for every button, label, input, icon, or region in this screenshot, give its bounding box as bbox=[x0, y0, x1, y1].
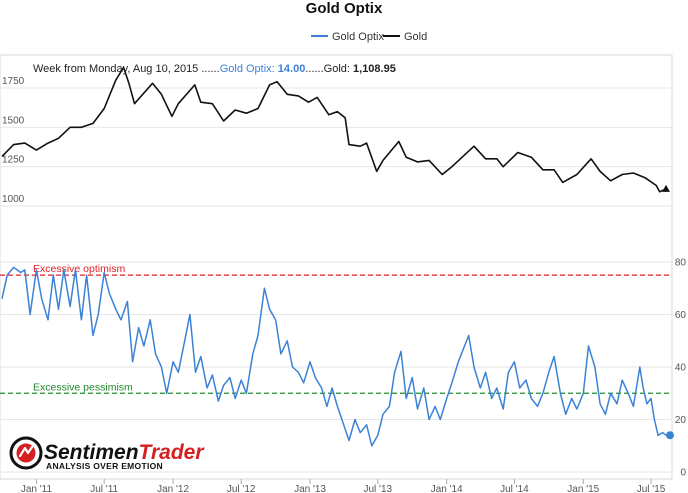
x-tick-label: Jan '13 bbox=[294, 484, 326, 493]
x-tick-label: Jul '15 bbox=[637, 484, 666, 493]
optix-series-line bbox=[1, 266, 667, 447]
logo-tagline: ANALYSIS OVER EMOTION bbox=[46, 461, 163, 471]
optix-y-tick-label: 80 bbox=[675, 258, 687, 269]
gold-y-tick-label: 1250 bbox=[2, 155, 25, 166]
optix-last-point-marker bbox=[666, 431, 674, 440]
legend: Gold Optix Gold bbox=[311, 31, 427, 43]
excessive-optimism-label: Excessive optimism bbox=[33, 263, 125, 275]
readout-gold-value: 1,108.95 bbox=[353, 63, 396, 75]
gold-y-tick-label: 1750 bbox=[2, 76, 25, 87]
hover-readout: Week from Monday, Aug 10, 2015 ......Gol… bbox=[33, 63, 396, 75]
readout-optix-label: Gold Optix: bbox=[220, 63, 278, 75]
excessive-pessimism-label: Excessive pessimism bbox=[33, 381, 133, 393]
x-tick-label: Jan '12 bbox=[157, 484, 189, 493]
gold-last-point-marker bbox=[662, 184, 670, 192]
optix-y-tick-label: 0 bbox=[680, 468, 686, 479]
gold-y-axis: 1000 1250 1500 1750 bbox=[2, 76, 25, 205]
readout-optix-value: 14.00 bbox=[278, 63, 306, 75]
legend-optix-label: Gold Optix bbox=[332, 31, 384, 43]
readout-prefix: Week from Monday, Aug 10, 2015 ...... bbox=[33, 63, 220, 75]
gold-y-tick-label: 1500 bbox=[2, 115, 25, 126]
optix-y-tick-label: 20 bbox=[675, 415, 687, 426]
gold-series-line bbox=[1, 66, 667, 193]
gridlines bbox=[0, 87, 672, 473]
x-axis: Jan '11 Jul '11 Jan '12 Jul '12 Jan '13 Jul '… bbox=[21, 479, 666, 493]
gold-y-tick-label: 1000 bbox=[2, 194, 25, 205]
plot-frame bbox=[0, 54, 673, 480]
series-end-markers bbox=[662, 184, 674, 440]
x-tick-label: Jan '15 bbox=[567, 484, 599, 493]
optix-y-tick-label: 40 bbox=[675, 363, 687, 374]
logo-wordmark: SentimenTrader bbox=[44, 441, 205, 464]
readout-sep: ...... bbox=[305, 63, 323, 75]
threshold-lines: Excessive optimism Excessive pessimism bbox=[0, 263, 672, 394]
x-tick-label: Jul '13 bbox=[363, 484, 392, 493]
legend-gold-label: Gold bbox=[404, 31, 427, 43]
sentimentrader-logo: SentimenTrader ANALYSIS OVER EMOTION bbox=[9, 436, 205, 471]
optix-y-axis: 0 20 40 60 80 bbox=[675, 258, 687, 479]
x-tick-label: Jan '11 bbox=[21, 484, 53, 493]
x-tick-label: Jan '14 bbox=[431, 484, 463, 493]
readout-gold-label: Gold: bbox=[324, 63, 353, 75]
optix-y-tick-label: 60 bbox=[675, 310, 687, 321]
logo-word-trader: Trader bbox=[139, 441, 206, 464]
logo-badge-mark-icon bbox=[18, 445, 34, 458]
logo-word-sentimen: Sentimen bbox=[44, 441, 139, 464]
chart-title: Gold Optix bbox=[306, 0, 383, 17]
x-tick-label: Jul '14 bbox=[500, 484, 529, 493]
x-tick-label: Jul '12 bbox=[227, 484, 256, 493]
x-tick-label: Jul '11 bbox=[90, 484, 118, 493]
